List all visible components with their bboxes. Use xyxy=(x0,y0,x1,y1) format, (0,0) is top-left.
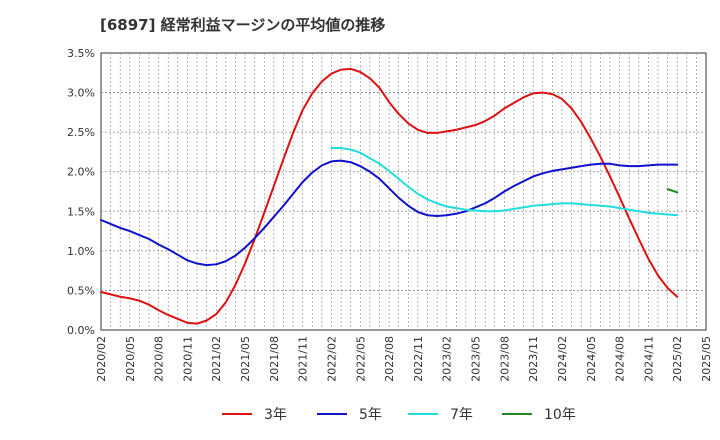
series-line-4 xyxy=(666,188,679,194)
legend-label: 7年 xyxy=(450,407,473,423)
x-tick-label: 2020/02 xyxy=(95,336,108,382)
x-tick-label: 2022/11 xyxy=(412,336,425,382)
x-tick-label: 2022/02 xyxy=(325,336,338,382)
x-tick-label: 2023/02 xyxy=(441,336,454,382)
x-tick-label: 2025/05 xyxy=(700,336,713,382)
x-tick-label: 2024/08 xyxy=(614,336,627,382)
y-tick-label: 3.0% xyxy=(67,87,95,100)
series-line-1 xyxy=(100,67,679,325)
y-tick-label: 0.0% xyxy=(67,324,95,337)
legend-label: 3年 xyxy=(264,407,287,423)
legend-label: 10年 xyxy=(544,407,576,423)
x-tick-label: 2022/05 xyxy=(354,336,367,382)
x-tick-label: 2020/08 xyxy=(153,336,166,382)
y-tick-label: 2.0% xyxy=(67,166,95,179)
series-line-3 xyxy=(330,146,679,217)
x-tick-label: 2022/08 xyxy=(383,336,396,382)
y-tick-label: 0.5% xyxy=(67,284,95,297)
chart-title: [6897] 経常利益マージンの平均値の推移 xyxy=(100,16,386,34)
x-tick-label: 2020/11 xyxy=(181,336,194,382)
x-tick-label: 2024/11 xyxy=(642,336,655,382)
x-tick-label: 2021/05 xyxy=(239,336,252,382)
y-tick-label: 1.0% xyxy=(67,245,95,258)
x-tick-label: 2023/05 xyxy=(470,336,483,382)
x-tick-label: 2021/08 xyxy=(268,336,281,382)
series-line-2 xyxy=(100,159,679,267)
y-tick-label: 2.5% xyxy=(67,126,95,139)
y-tick-label: 1.5% xyxy=(67,205,95,218)
x-tick-label: 2021/11 xyxy=(297,336,310,382)
y-tick-label: 3.5% xyxy=(67,47,95,60)
x-tick-label: 2021/02 xyxy=(210,336,223,382)
x-tick-label: 2024/05 xyxy=(585,336,598,382)
plot-area xyxy=(100,52,707,331)
x-tick-label: 2020/05 xyxy=(124,336,137,382)
legend-label: 5年 xyxy=(359,407,382,423)
x-tick-label: 2024/02 xyxy=(556,336,569,382)
x-tick-label: 2023/11 xyxy=(527,336,540,382)
x-tick-label: 2023/08 xyxy=(498,336,511,382)
x-tick-label: 2025/02 xyxy=(671,336,684,382)
